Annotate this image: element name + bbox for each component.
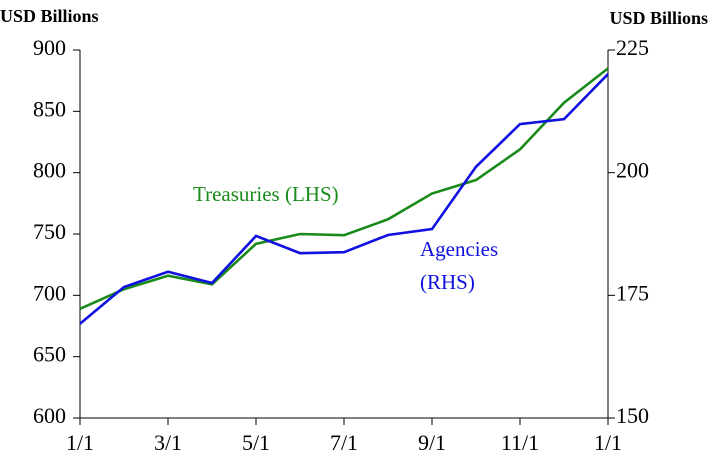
y-tick-label: 700: [33, 280, 66, 305]
y-tick-label: 650: [33, 342, 66, 367]
y2-tick-label: 200: [616, 158, 649, 183]
series-line: [79, 73, 609, 325]
series-line: [79, 67, 609, 311]
x-tick-label: 1/1: [66, 430, 94, 455]
y-axis-title: USD Billions: [0, 6, 99, 26]
series-label: Treasuries (LHS): [193, 182, 339, 206]
series-label: Agencies (RHS): [420, 237, 499, 294]
y-tick-label: 850: [33, 96, 66, 121]
x-tick-label: 11/1: [501, 430, 539, 455]
y-tick-label: 750: [33, 219, 66, 244]
y2-tick-label: 150: [616, 403, 649, 428]
y2-tick-label: 225: [616, 35, 649, 60]
y2-axis-title: USD Billions: [609, 8, 708, 28]
x-tick-label: 7/1: [330, 430, 358, 455]
y-tick-label: 600: [33, 403, 66, 428]
y-tick-label: 900: [33, 35, 66, 60]
x-tick-label: 5/1: [242, 430, 270, 455]
x-tick-label: 3/1: [154, 430, 182, 455]
x-tick-label: 9/1: [418, 430, 446, 455]
x-tick-label: 1/1: [594, 430, 622, 455]
y2-tick-label: 175: [616, 280, 649, 305]
y-tick-label: 800: [33, 158, 66, 183]
